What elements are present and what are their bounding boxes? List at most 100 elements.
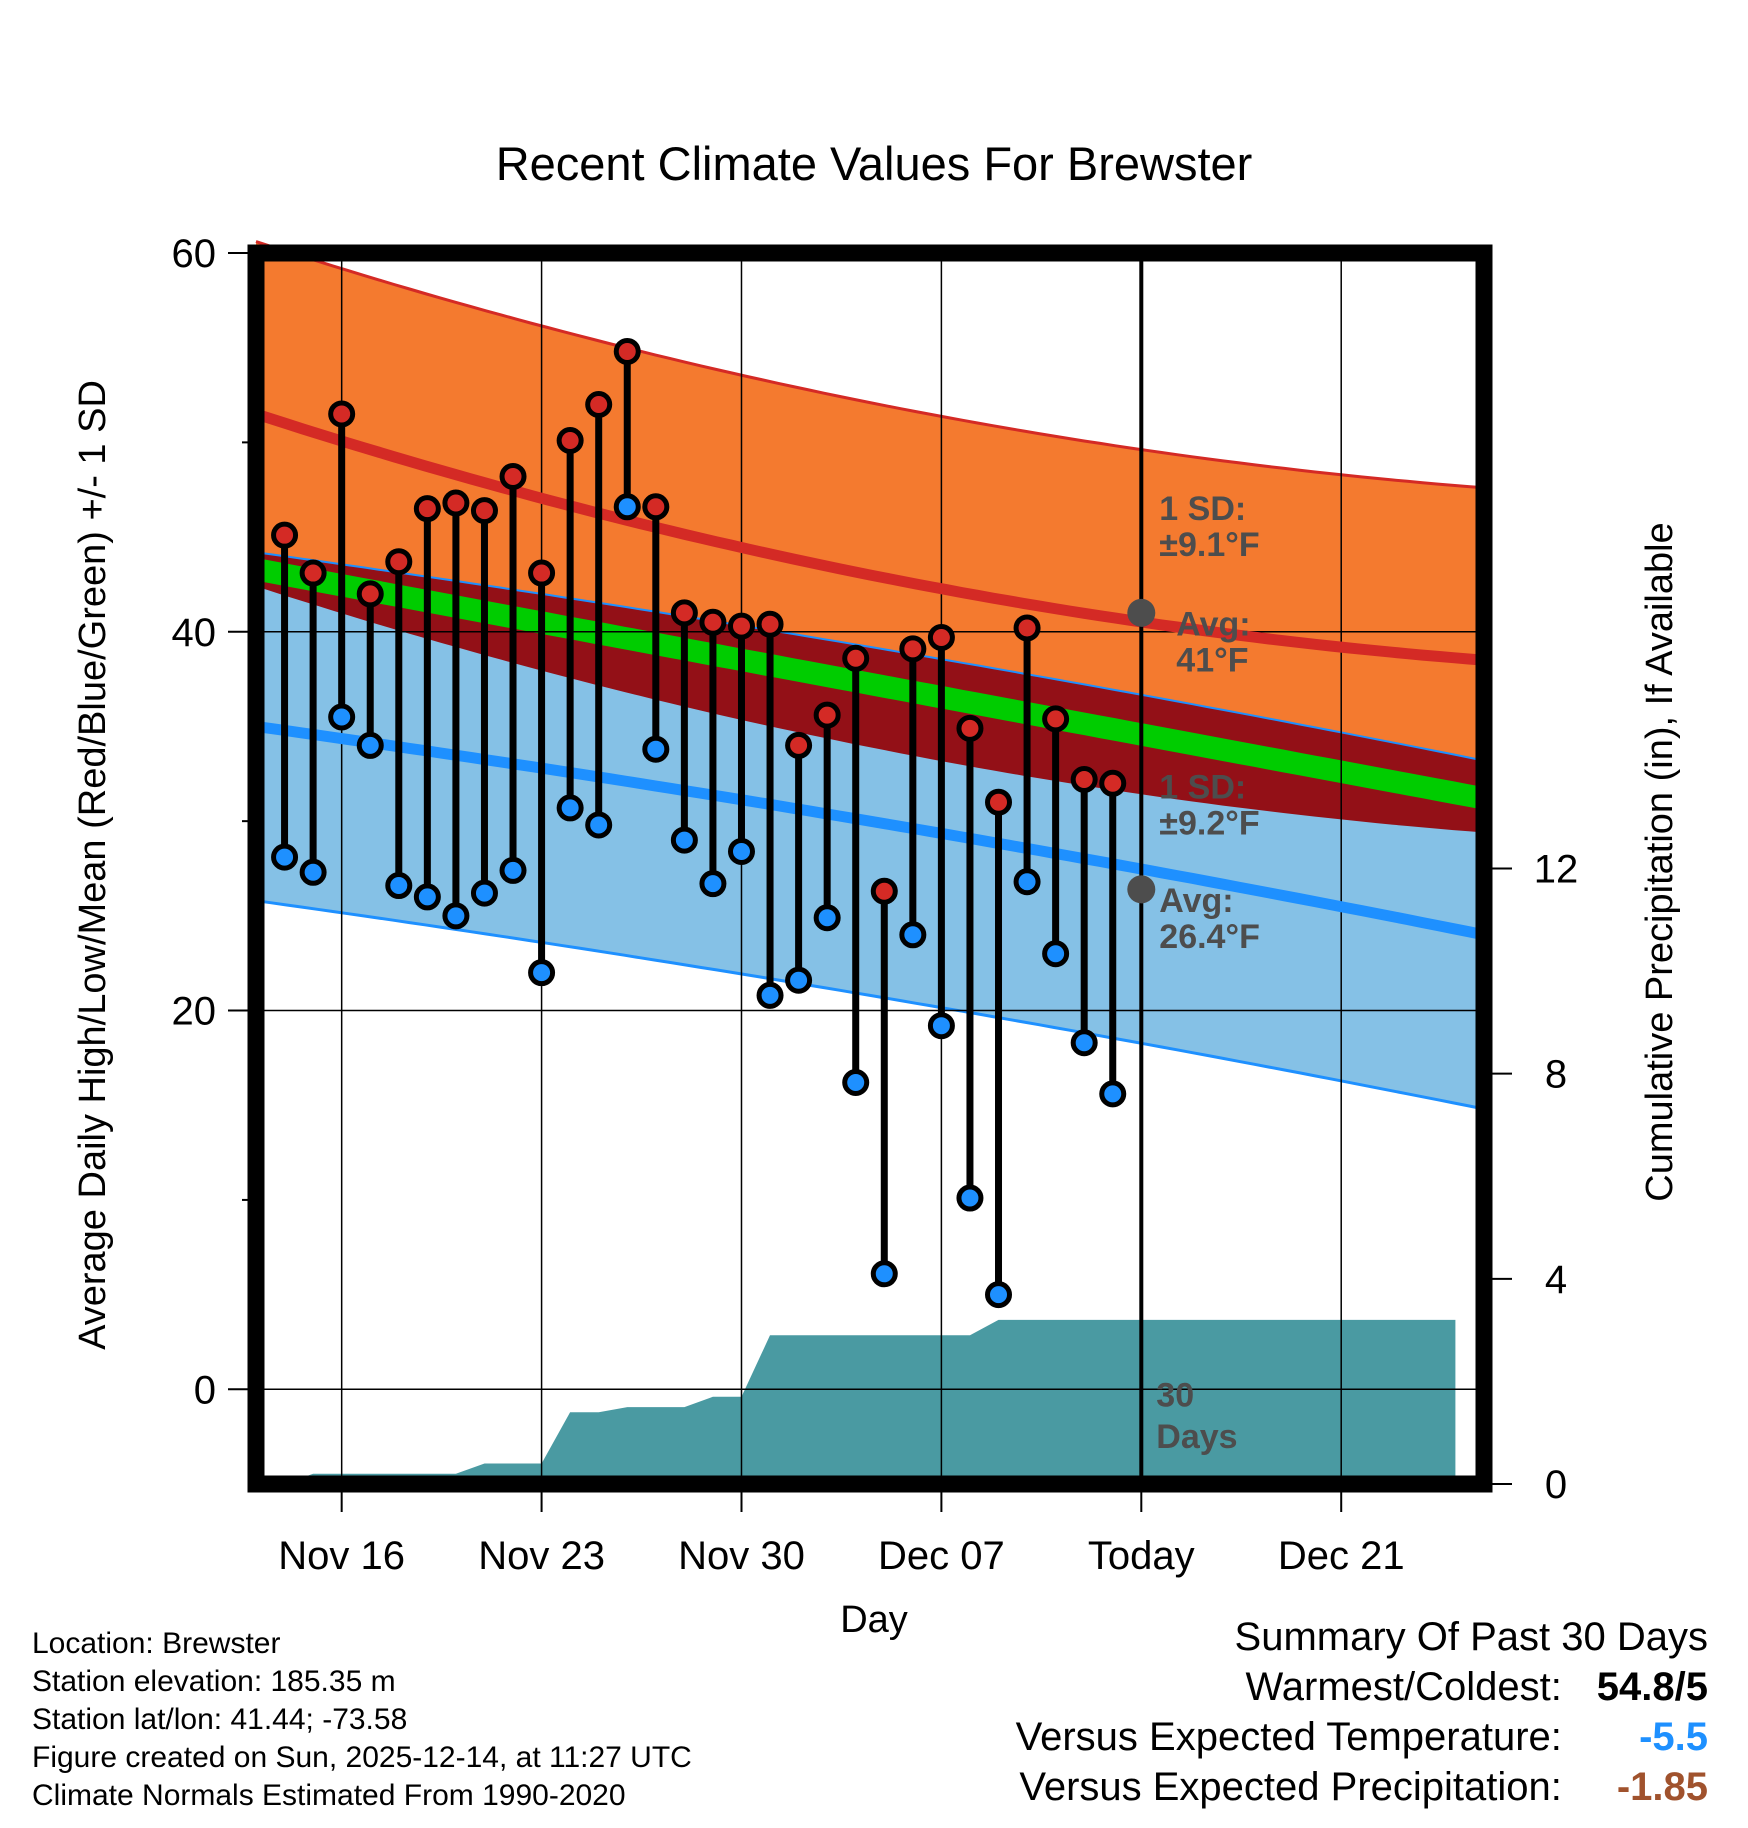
footer-location: Location: Brewster bbox=[32, 1627, 281, 1660]
y2-tick-label: 8 bbox=[1545, 1053, 1567, 1097]
observed-low-point bbox=[927, 1012, 955, 1040]
observed-high-point bbox=[785, 731, 813, 759]
summary-warmest-value: 54.8/5 bbox=[1596, 1665, 1708, 1709]
x-tick-label: Nov 16 bbox=[278, 1534, 405, 1578]
observed-high-point bbox=[385, 548, 413, 576]
observed-low-point bbox=[899, 921, 927, 949]
observed-high-point bbox=[842, 644, 870, 672]
summary-temp-value: -5.5 bbox=[1639, 1715, 1708, 1759]
observed-high-point bbox=[271, 521, 299, 549]
high-sd-band bbox=[256, 241, 1484, 833]
x-tick-label: Dec 21 bbox=[1278, 1534, 1405, 1578]
summary-heading: Summary Of Past 30 Days bbox=[1234, 1615, 1708, 1659]
high-upper-sd-line bbox=[255, 240, 1485, 490]
x-axis-label: Day bbox=[840, 1599, 908, 1641]
observed-low-point bbox=[1013, 868, 1041, 896]
normal-lines-layer bbox=[254, 408, 1486, 941]
observed-low-point bbox=[356, 731, 384, 759]
observed-low-point bbox=[413, 883, 441, 911]
observed-low-point bbox=[842, 1069, 870, 1097]
high-avg-value: 41°F bbox=[1176, 642, 1248, 680]
observed-low-point bbox=[670, 826, 698, 854]
observed-low-point bbox=[528, 959, 556, 987]
observed-low-point bbox=[271, 843, 299, 871]
today-layer bbox=[1127, 253, 1156, 1484]
observed-high-point bbox=[556, 426, 584, 454]
y2-tick-label: 0 bbox=[1545, 1463, 1567, 1507]
observed-high-point bbox=[699, 608, 727, 636]
observed-low-point bbox=[385, 872, 413, 900]
observed-high-point bbox=[956, 714, 984, 742]
observed-high-point bbox=[299, 559, 327, 587]
observed-low-point bbox=[328, 703, 356, 731]
observed-high-point bbox=[328, 400, 356, 428]
y-tick-label: 0 bbox=[194, 1368, 216, 1412]
observed-high-point bbox=[442, 489, 470, 517]
cumulative-precip-area bbox=[256, 1319, 1456, 1484]
x-tick-label: Today bbox=[1088, 1534, 1195, 1578]
observed-low-point bbox=[1099, 1080, 1127, 1108]
footer-elevation: Station elevation: 185.35 m bbox=[32, 1665, 396, 1698]
low-avg-value: 26.4°F bbox=[1159, 918, 1260, 956]
observed-low-point bbox=[556, 794, 584, 822]
observed-high-point bbox=[470, 497, 498, 525]
footer-latlon: Station lat/lon: 41.44; -73.58 bbox=[32, 1703, 408, 1736]
observed-low-point bbox=[813, 904, 841, 932]
observed-high-point bbox=[670, 599, 698, 627]
observed-low-point bbox=[1070, 1029, 1098, 1057]
footer-created: Figure created on Sun, 2025-12-14, at 11… bbox=[32, 1741, 692, 1774]
low-sd-value: ±9.2°F bbox=[1159, 804, 1259, 842]
observed-low-point bbox=[299, 858, 327, 886]
observed-low-point bbox=[756, 981, 784, 1009]
observed-high-point bbox=[642, 493, 670, 521]
chart-title: Recent Climate Values For Brewster bbox=[496, 137, 1253, 190]
y-tick-label: 60 bbox=[172, 232, 217, 276]
observed-low-point bbox=[870, 1260, 898, 1288]
precip-layer bbox=[256, 1319, 1456, 1484]
summary-temp-row: Versus Expected Temperature: -5.5 bbox=[1016, 1712, 1708, 1762]
observed-high-point bbox=[356, 580, 384, 608]
observed-high-point bbox=[813, 701, 841, 729]
normal-low-line bbox=[255, 721, 1486, 941]
observed-low-point bbox=[642, 735, 670, 763]
observed-high-point bbox=[756, 610, 784, 638]
observed-low-point bbox=[785, 966, 813, 994]
y2-axis-label: Cumulative Precipitation (in), If Availa… bbox=[1639, 522, 1681, 1201]
summary-precip-value: -1.85 bbox=[1616, 1765, 1708, 1809]
summary-warmest-label: Warmest/Coldest: bbox=[1245, 1665, 1562, 1709]
x-tick-label: Nov 23 bbox=[478, 1534, 605, 1578]
y-axis-label: Average Daily High/Low/Mean (Red/Blue/Gr… bbox=[72, 380, 114, 1350]
observed-low-point bbox=[499, 856, 527, 884]
observed-low-point bbox=[585, 811, 613, 839]
observed-high-point bbox=[613, 337, 641, 365]
mean-band bbox=[256, 557, 1484, 810]
observed-high-point bbox=[1070, 765, 1098, 793]
normal-high-line bbox=[254, 408, 1485, 666]
today-low-avg-dot bbox=[1127, 875, 1156, 904]
y2-tick-label: 4 bbox=[1545, 1258, 1567, 1302]
observed-high-point bbox=[1099, 769, 1127, 797]
summary-temp-label: Versus Expected Temperature: bbox=[1015, 1715, 1562, 1759]
window-label-count: 30 bbox=[1156, 1376, 1194, 1414]
y-tick-label: 40 bbox=[172, 611, 217, 655]
observed-high-point bbox=[1042, 705, 1070, 733]
today-high-avg-dot bbox=[1127, 598, 1156, 627]
observed-low-point bbox=[727, 837, 755, 865]
observed-high-point bbox=[727, 612, 755, 640]
footer-normals: Climate Normals Estimated From 1990-2020 bbox=[32, 1779, 626, 1812]
summary-precip-row: Versus Expected Precipitation: -1.85 bbox=[1016, 1762, 1708, 1812]
summary-panel: Summary Of Past 30 Days Warmest/Coldest:… bbox=[1016, 1612, 1708, 1812]
observed-high-point bbox=[870, 877, 898, 905]
low-avg-label: Avg: bbox=[1159, 882, 1233, 920]
observed-high-point bbox=[499, 462, 527, 490]
observed-high-point bbox=[899, 635, 927, 663]
observed-low-point bbox=[613, 493, 641, 521]
observed-low-point bbox=[985, 1281, 1013, 1309]
footer-info: Location: Brewster Station elevation: 18… bbox=[32, 1625, 692, 1815]
summary-warmest-row: Warmest/Coldest: 54.8/5 bbox=[1016, 1662, 1709, 1712]
observed-low-point bbox=[956, 1184, 984, 1212]
observations-layer bbox=[271, 337, 1127, 1309]
y2-tick-label: 12 bbox=[1534, 848, 1579, 892]
